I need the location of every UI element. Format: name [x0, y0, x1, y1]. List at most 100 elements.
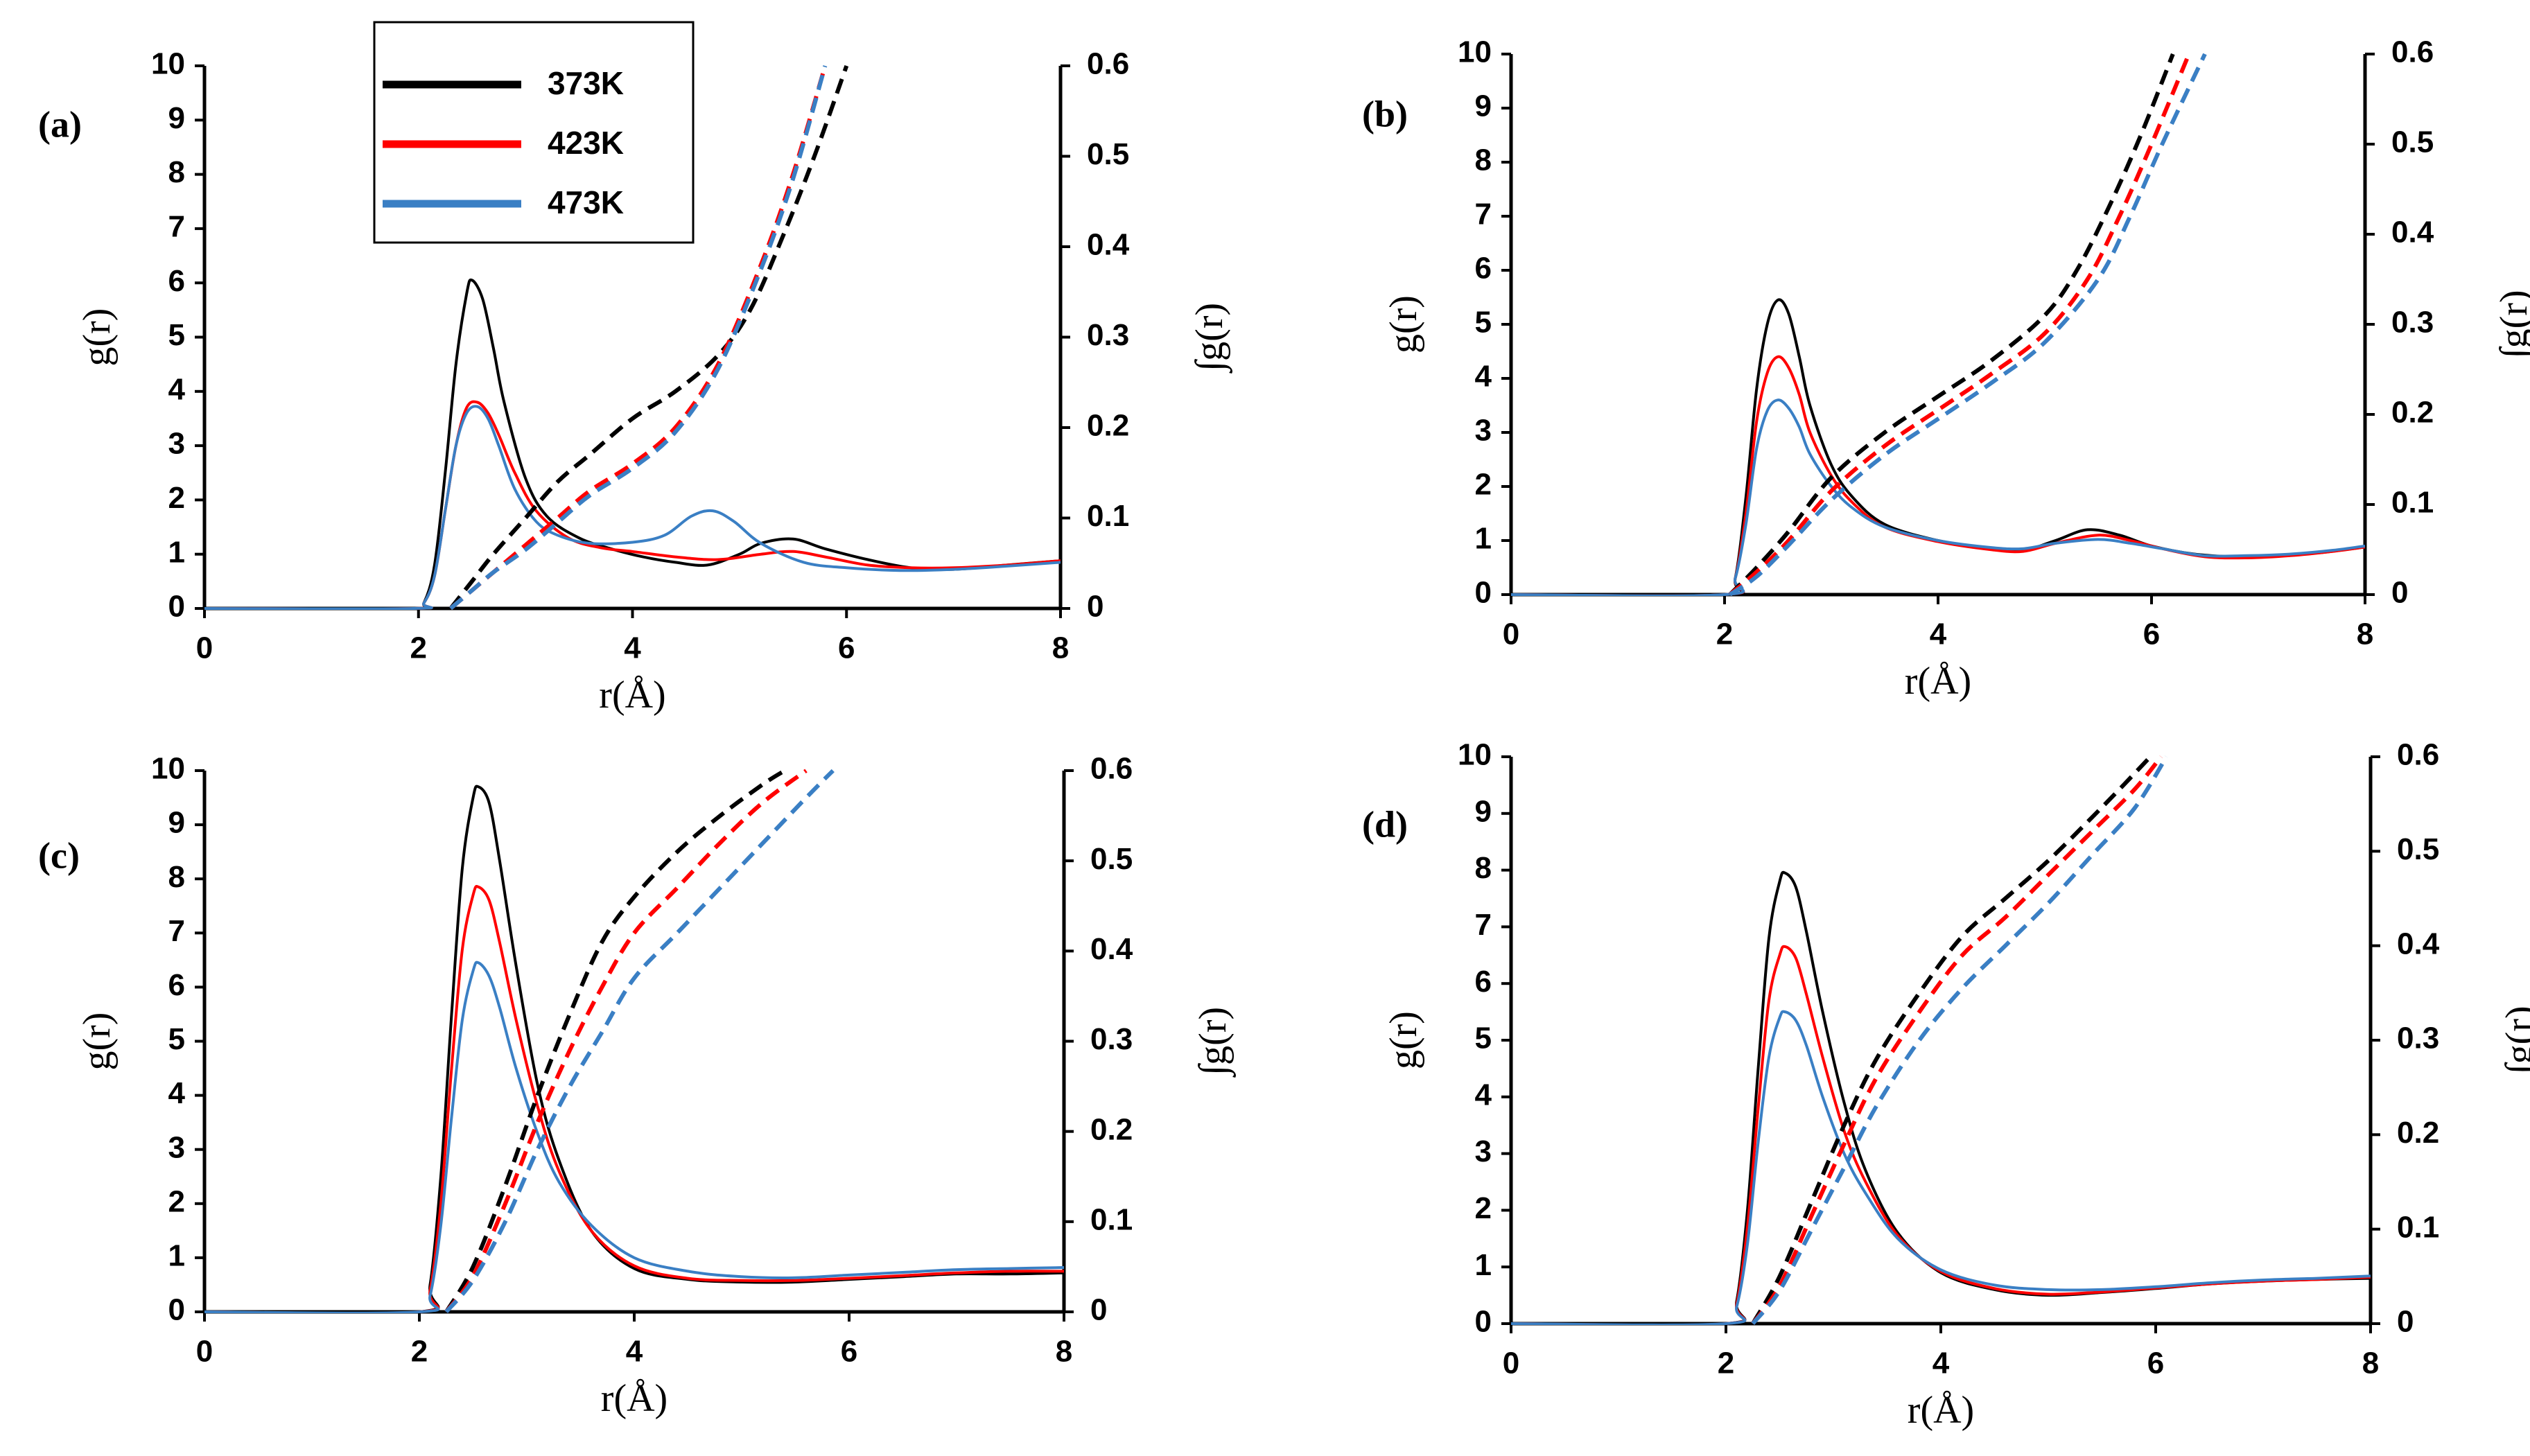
x-tick-label: 8 [1052, 631, 1069, 665]
y-tick-label: 3 [1475, 1134, 1492, 1168]
y2-tick-label: 0.3 [2391, 306, 2434, 340]
y2-tick-label: 0.1 [1087, 499, 1129, 533]
x-tick-label: 8 [2362, 1347, 2379, 1380]
x-tick-label: 6 [841, 1335, 857, 1369]
y-axis-label: g(r) [1382, 1011, 1425, 1069]
panel-label: (c) [38, 834, 80, 876]
series-473K-gr [204, 961, 1064, 1313]
y-tick-label: 5 [1475, 306, 1492, 340]
series-373K-integral [1751, 755, 2152, 1325]
y2-tick-label: 0.3 [2397, 1021, 2439, 1055]
y-tick-label: 7 [168, 914, 185, 948]
series-373K-integral [1728, 53, 2175, 596]
y-tick-label: 3 [168, 1130, 185, 1164]
series-473K-integral [444, 769, 835, 1313]
panel-label: (a) [38, 103, 82, 145]
y-tick-label: 10 [1458, 35, 1492, 69]
series-423K-integral [1728, 53, 2191, 596]
x-tick-label: 8 [2357, 617, 2373, 651]
y-tick-label: 7 [168, 210, 185, 244]
x-tick-label: 4 [626, 1335, 643, 1369]
y-tick-label: 8 [168, 860, 185, 894]
series-423K-integral [1751, 755, 2163, 1325]
y-tick-label: 3 [168, 427, 185, 461]
x-tick-label: 8 [1056, 1335, 1072, 1369]
series-473K-integral [449, 65, 828, 610]
x-tick-label: 0 [1503, 617, 1519, 651]
y-tick-label: 6 [168, 968, 185, 1002]
legend-label: 373K [548, 65, 624, 101]
y2-tick-label: 0 [1087, 590, 1103, 624]
series-423K-integral [444, 769, 808, 1313]
x-axis-label: r(Å) [599, 674, 665, 717]
legend: 373K 423K 473K [373, 21, 695, 244]
series-473K-gr [1511, 1010, 2371, 1325]
x-tick-label: 0 [196, 1335, 213, 1369]
y2-axis-label: ∫g(r) [2498, 1006, 2530, 1076]
y-tick-label: 2 [168, 1184, 185, 1218]
y2-tick-label: 0.6 [1087, 47, 1129, 81]
y-tick-label: 10 [1458, 738, 1492, 772]
y-tick-label: 4 [1475, 1078, 1492, 1112]
legend-label: 423K [548, 125, 624, 161]
x-axis-label: r(Å) [1908, 1389, 1974, 1432]
y2-tick-label: 0.2 [2397, 1116, 2439, 1150]
panel-c: 0 1 2 3 4 5 6 7 8 9 10 0 0.1 0.2 0.3 0.4 0.5 0.6 0 2 4 6 8 r(Å)… [38, 752, 1237, 1420]
y2-tick-label: 0.4 [2397, 927, 2440, 961]
y-tick-label: 10 [151, 752, 185, 786]
y2-tick-label: 0.4 [1087, 228, 1130, 262]
x-tick-label: 0 [196, 631, 213, 665]
x-tick-label: 2 [1716, 617, 1733, 651]
y-tick-label: 1 [1475, 1248, 1492, 1282]
y-tick-label: 9 [1475, 794, 1492, 828]
y2-tick-label: 0.1 [1090, 1202, 1133, 1236]
x-axis-label: r(Å) [1905, 660, 1971, 703]
y2-tick-label: 0.6 [2397, 738, 2439, 772]
series-473K-gr [204, 405, 1061, 610]
y2-tick-label: 0.6 [2391, 35, 2434, 69]
y-tick-label: 5 [1475, 1021, 1492, 1055]
series-423K-gr [1511, 355, 2365, 596]
x-tick-label: 0 [1503, 1347, 1519, 1380]
y-tick-label: 6 [1475, 252, 1492, 286]
y-tick-label: 0 [168, 1293, 185, 1327]
y-tick-label: 4 [1475, 360, 1492, 394]
x-tick-label: 6 [2147, 1347, 2164, 1380]
series-373K-gr [204, 278, 1061, 610]
series-373K-gr [1511, 870, 2371, 1325]
y-tick-label: 8 [1475, 851, 1492, 885]
y-tick-label: 8 [1475, 143, 1492, 177]
y-tick-label: 7 [1475, 908, 1492, 942]
y-tick-label: 8 [168, 155, 185, 189]
series-373K-integral [448, 64, 849, 610]
y2-tick-label: 0.5 [1087, 137, 1129, 171]
panel-b: 0 1 2 3 4 5 6 7 8 9 10 0 0.1 0.2 0.3 0.4 0.5 0.6 0 2 4 6 8 r(Å)… [1362, 35, 2530, 703]
y2-tick-label: 0.2 [2391, 396, 2434, 430]
y2-tick-label: 0.6 [1090, 752, 1133, 786]
y-tick-label: 9 [168, 806, 185, 840]
series-423K-gr [204, 400, 1061, 610]
panel-label: (b) [1362, 93, 1408, 134]
y-tick-label: 3 [1475, 414, 1492, 448]
y2-tick-label: 0 [1090, 1293, 1107, 1327]
y-tick-label: 2 [1475, 1191, 1492, 1225]
y2-tick-label: 0.1 [2391, 486, 2434, 520]
legend-box [373, 21, 695, 244]
y-tick-label: 7 [1475, 198, 1492, 231]
series-473K-integral [1729, 53, 2207, 596]
x-tick-label: 2 [1718, 1347, 1734, 1380]
y2-tick-label: 0.4 [2391, 216, 2434, 249]
x-tick-label: 4 [624, 631, 641, 665]
y-tick-label: 9 [168, 101, 185, 135]
y2-axis-label: ∫g(r) [1188, 303, 1233, 374]
y-tick-label: 4 [168, 372, 186, 406]
y-axis-label: g(r) [76, 1012, 119, 1071]
y-tick-label: 1 [1475, 522, 1492, 556]
y2-tick-label: 0.2 [1090, 1112, 1133, 1146]
y2-tick-label: 0.5 [2391, 125, 2434, 159]
legend-label: 473K [548, 184, 624, 220]
x-tick-label: 4 [1930, 617, 1947, 651]
y2-axis-label: ∫g(r) [1192, 1007, 1237, 1078]
series-473K-integral [1751, 755, 2169, 1325]
